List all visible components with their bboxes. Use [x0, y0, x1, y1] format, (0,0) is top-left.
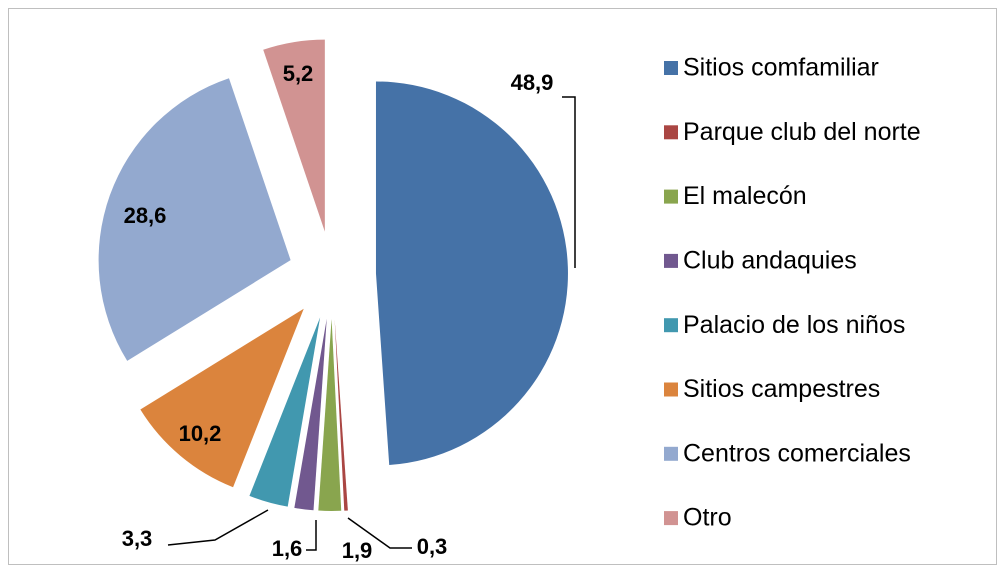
data-label: 10,2	[179, 421, 222, 446]
pie-slice	[334, 318, 348, 511]
legend-swatch	[664, 382, 678, 397]
data-label: 0,3	[417, 534, 448, 559]
legend-label: Palacio de los niños	[683, 311, 905, 339]
legend-swatch	[664, 318, 678, 333]
pie-slice	[249, 317, 321, 507]
leader-line	[347, 517, 412, 549]
pie-slice	[294, 318, 327, 511]
leader-line	[306, 520, 317, 551]
data-label: 48,9	[511, 70, 554, 95]
leader-line	[562, 96, 576, 268]
legend-swatch	[664, 253, 678, 268]
leader-line	[167, 509, 269, 546]
legend-swatch	[664, 61, 678, 75]
legend-label: Sitios campestres	[683, 375, 880, 403]
legend-swatch	[664, 125, 678, 140]
data-label: 1,9	[342, 538, 373, 563]
legend-label: Club andaquies	[683, 247, 857, 275]
legend-label: Centros comerciales	[683, 439, 911, 467]
legend-swatch	[664, 446, 678, 461]
data-label: 28,6	[124, 203, 167, 228]
data-label: 1,6	[272, 536, 303, 561]
pie-slice	[98, 78, 291, 361]
legend-label: El malecón	[683, 182, 807, 210]
data-label: 5,2	[283, 61, 314, 86]
data-label: 3,3	[122, 526, 153, 551]
pie-slice	[140, 308, 304, 488]
legend-swatch	[664, 189, 678, 204]
pie-slice	[375, 81, 568, 466]
legend-swatch	[664, 511, 678, 526]
legend-label: Sitios comfamiliar	[683, 54, 879, 82]
pie-slice	[263, 39, 325, 232]
legend-label: Otro	[683, 504, 732, 532]
legend-label: Parque club del norte	[683, 118, 921, 146]
pie-slice	[318, 318, 342, 511]
